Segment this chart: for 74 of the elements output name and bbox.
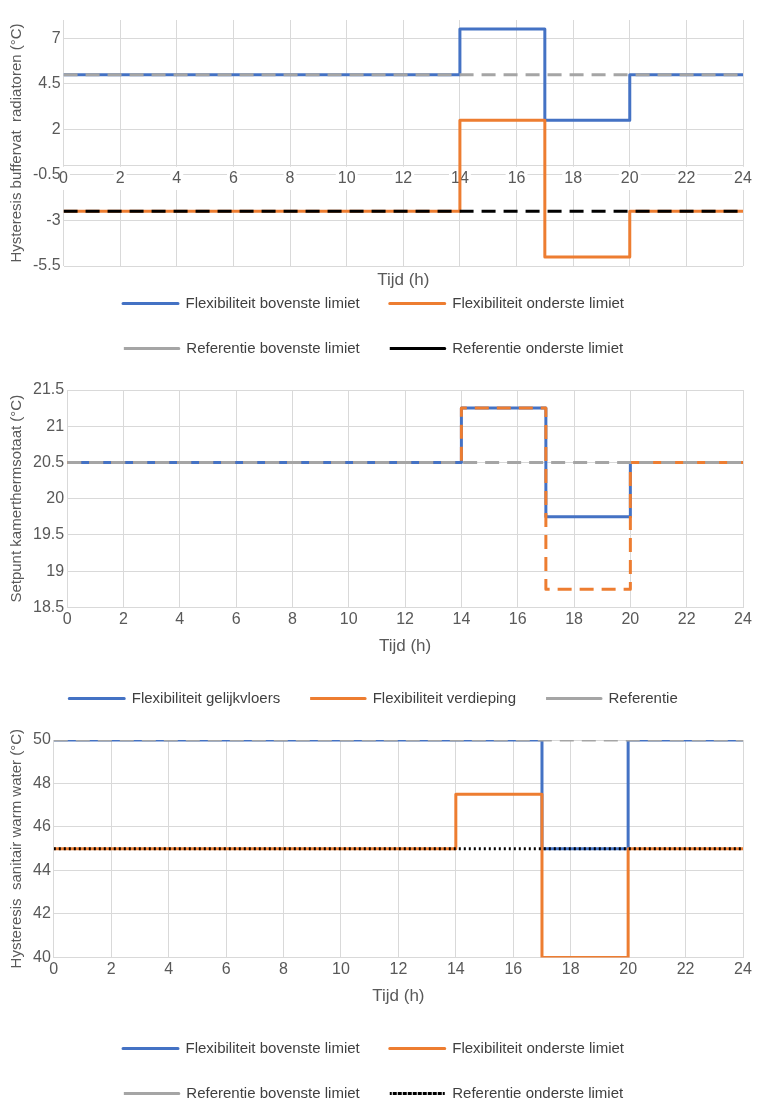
x-axis-title: Tijd (h)	[377, 270, 430, 290]
y-tick-label: 21	[46, 416, 65, 434]
y-tick-label: 21.5	[33, 380, 65, 398]
x-tick-label: 18	[564, 168, 583, 186]
legend-label: Flexibiliteit bovenste limiet	[185, 293, 361, 311]
x-tick-label: 18	[561, 960, 580, 978]
y-tick-label: 50	[33, 730, 51, 748]
legend-label: Flexibiliteit onderste limiet	[452, 1038, 625, 1056]
x-tick-label: 2	[106, 960, 116, 978]
x-tick-label: 4	[172, 168, 182, 186]
x-tick-label: 20	[619, 960, 638, 978]
y-tick-label: -0.5	[32, 165, 61, 183]
x-tick-label: 2	[119, 610, 129, 628]
x-tick-label: 12	[396, 610, 415, 628]
x-tick-label: 10	[339, 610, 358, 628]
legend-label: Referentie onderste limiet	[452, 338, 624, 356]
x-tick-label: 8	[285, 168, 295, 186]
x-tick-label: 20	[621, 610, 640, 628]
x-tick-label: 24	[734, 168, 752, 186]
x-tick-label: 16	[508, 610, 527, 628]
x-tick-label: 10	[337, 168, 356, 186]
x-tick-label: 12	[394, 168, 413, 186]
x-axis-title: Tijd (h)	[372, 986, 425, 1006]
x-axis-title: Tijd (h)	[378, 636, 432, 656]
y-tick-label: 40	[33, 947, 51, 965]
x-tick-label: 10	[332, 960, 350, 978]
y-tick-label: 18.5	[33, 597, 65, 615]
y-axis-title: Hysteresis buffervat radiatoren (°C)	[7, 23, 25, 263]
x-tick-label: 6	[221, 960, 231, 978]
x-tick-label: 14	[446, 960, 465, 978]
x-tick-label: 22	[677, 610, 696, 628]
x-tick-label: 24	[734, 610, 752, 628]
x-tick-label: 0	[59, 168, 69, 186]
legend-label: Flexibiliteit gelijkvloers	[131, 688, 281, 706]
y-tick-label: 20	[46, 489, 65, 507]
y-tick-label: 48	[33, 773, 51, 791]
x-tick-label: 18	[565, 610, 584, 628]
y-tick-label: -3	[46, 210, 61, 228]
x-tick-label: 6	[231, 610, 241, 628]
legend-label: Referentie onderste limiet	[452, 1083, 624, 1101]
x-tick-label: 4	[164, 960, 174, 978]
x-tick-label: 14	[452, 610, 471, 628]
y-tick-label: 19	[46, 561, 65, 579]
y-tick-label: 20.5	[33, 452, 65, 470]
x-tick-label: 22	[677, 168, 696, 186]
x-tick-label: 22	[676, 960, 695, 978]
y-tick-label: 2	[51, 119, 61, 137]
y-tick-label: 46	[33, 817, 51, 835]
legend-label: Referentie	[608, 688, 678, 706]
x-tick-label: 8	[279, 960, 289, 978]
legend-label: Flexibiliteit onderste limiet	[452, 293, 625, 311]
x-tick-label: 16	[507, 168, 526, 186]
y-tick-label: 44	[33, 860, 51, 878]
x-tick-label: 2	[115, 168, 125, 186]
y-tick-label: 7	[51, 28, 61, 46]
x-tick-label: 8	[287, 610, 297, 628]
legend-label: Referentie bovenste limiet	[186, 1083, 361, 1101]
legend-label: Flexibiliteit bovenste limiet	[185, 1038, 361, 1056]
legend-label: Flexibiliteit verdieping	[372, 688, 517, 706]
y-axis-title: Setpunt kamerthermsotaat (°C)	[7, 394, 25, 603]
x-tick-label: 12	[389, 960, 408, 978]
y-tick-label: 42	[33, 904, 51, 922]
x-tick-label: 4	[175, 610, 185, 628]
x-tick-label: 24	[734, 960, 752, 978]
x-tick-label: 16	[504, 960, 523, 978]
legend-label: Referentie bovenste limiet	[186, 338, 361, 356]
x-tick-label: 0	[49, 960, 59, 978]
y-tick-label: 4.5	[38, 74, 61, 92]
x-tick-label: 6	[228, 168, 238, 186]
y-tick-label: 19.5	[33, 525, 65, 543]
x-tick-label: 20	[620, 168, 639, 186]
y-axis-title: Hysteresis sanitair warm water (°C)	[7, 729, 25, 969]
y-tick-label: -5.5	[32, 256, 61, 274]
x-tick-label: 0	[62, 610, 72, 628]
